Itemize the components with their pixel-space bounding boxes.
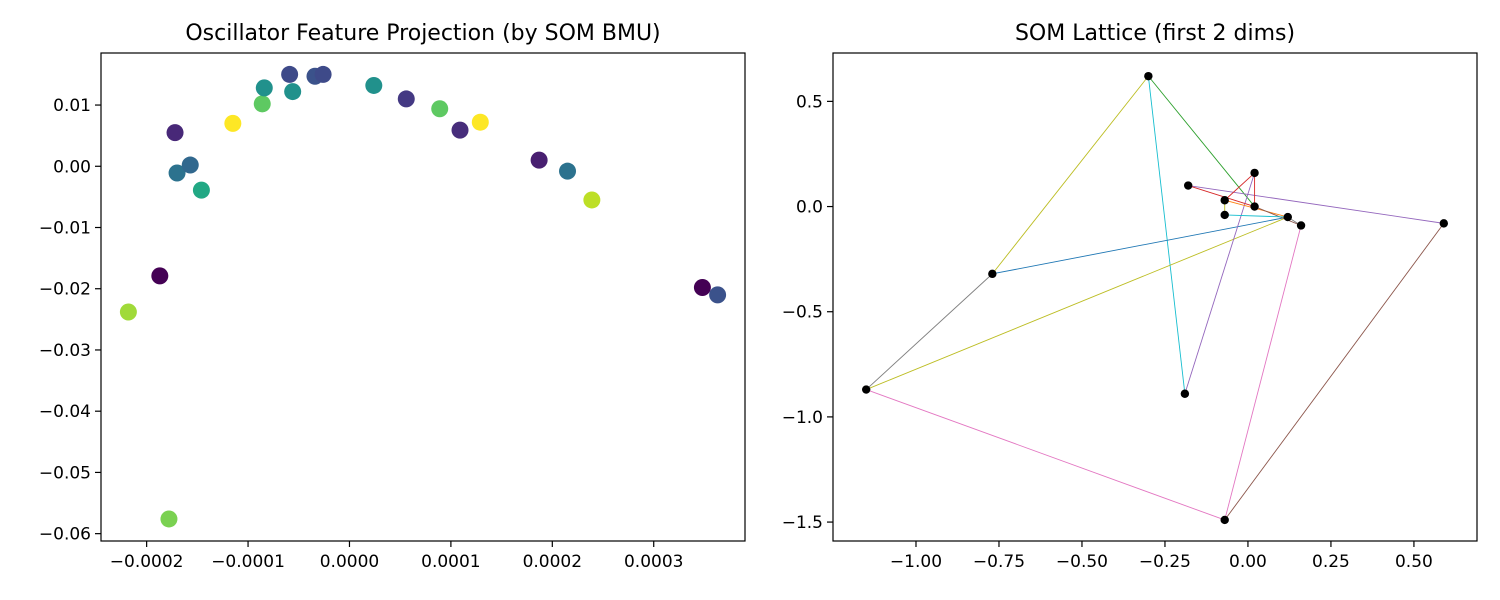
scatter-y-tick-label: 0.00 [53,157,91,177]
scatter-plot-frame [100,52,746,542]
lattice-node [1439,219,1449,228]
lattice-edge [1224,225,1302,521]
lattice-edge [866,389,1225,521]
lattice-x-tick-label: −0.50 [1056,552,1108,572]
lattice-title: SOM Lattice (first 2 dims) [1015,21,1295,46]
scatter-point [119,303,137,321]
lattice-edge [1224,214,1288,218]
lattice-node [1220,210,1229,220]
lattice-y-tick-label: −1.0 [782,408,823,428]
scatter-point [471,113,489,131]
lattice-edge [1184,172,1256,394]
lattice-nodes [861,71,1449,525]
scatter-point [314,65,332,83]
lattice-node [861,385,871,394]
lattice-y-tick-label: 0.5 [796,92,823,112]
lattice-edge [1254,206,1302,226]
lattice-node [988,269,997,279]
scatter-title: Oscillator Feature Projection (by SOM BM… [185,21,660,46]
lattice-edge [992,216,1288,275]
scatter-point [709,286,727,304]
lattice-node [1250,168,1259,178]
scatter-point [583,191,601,209]
scatter-point [451,121,469,139]
lattice-x-tick-label: 0.00 [1229,552,1267,572]
scatter-point [255,79,273,97]
scatter-y-tick-label: −0.01 [39,219,91,239]
scatter-panel: Oscillator Feature Projection (by SOM BM… [39,21,746,572]
lattice-y-tick-label: −0.5 [782,303,823,323]
lattice-edge [1188,185,1444,224]
scatter-point [397,90,415,108]
lattice-node [1283,212,1292,222]
scatter-x-tick-label: 0.0002 [523,552,582,572]
scatter-point [530,151,548,169]
lattice-panel: SOM Lattice (first 2 dims) −1.00 −0.75 −0.… [782,21,1478,572]
lattice-x-tick-label: −0.25 [1139,552,1191,572]
lattice-node [1180,389,1190,398]
scatter-point [192,181,210,199]
lattice-edge [1224,172,1255,201]
scatter-point [168,164,186,182]
scatter-y-tick-label: −0.02 [39,280,91,300]
scatter-x-tick-label: 0.0001 [421,552,480,572]
lattice-x-tick-label: −1.00 [890,552,942,572]
scatter-point [559,162,577,180]
scatter-x-tick-label: 0.0003 [624,552,683,572]
lattice-node [1183,181,1193,190]
scatter-x-tick-label: −0.0001 [211,552,285,572]
scatter-point [166,124,184,142]
scatter-point [151,267,169,285]
lattice-edge [1224,223,1445,521]
scatter-axes-ticks: −0.0002 −0.0001 0.0000 0.0001 0.0002 0.0003 0.… [39,96,684,572]
lattice-edge [1188,185,1255,207]
scatter-y-tick-label: −0.03 [39,341,91,361]
scatter-y-tick-label: −0.04 [39,402,91,422]
lattice-node [1220,196,1229,205]
scatter-point [281,65,299,83]
lattice-y-tick-label: 0.0 [796,198,823,218]
scatter-point [253,95,271,113]
scatter-point [284,83,302,101]
lattice-node [1220,515,1229,525]
scatter-point [224,114,242,132]
lattice-edge [1147,76,1186,394]
lattice-edge [865,273,993,390]
lattice-y-tick-label: −1.5 [782,513,823,533]
lattice-node [1296,221,1306,230]
lattice-x-tick-label: 0.25 [1312,552,1350,572]
lattice-edge [991,75,1149,275]
lattice-axes-ticks: −1.00 −0.75 −0.50 −0.25 0.00 0.25 0.50 0.5 0.0 −0… [782,92,1433,572]
lattice-x-tick-label: −0.75 [973,552,1025,572]
scatter-points [119,65,727,528]
scatter-x-tick-label: 0.0000 [320,552,379,572]
lattice-edge [866,216,1288,390]
lattice-x-tick-label: 0.50 [1395,552,1433,572]
scatter-point [160,510,178,528]
scatter-point [365,76,383,94]
scatter-point [693,279,711,297]
lattice-edges [865,75,1445,521]
lattice-edge [1148,75,1255,207]
scatter-y-tick-label: −0.06 [39,525,91,545]
scatter-x-tick-label: −0.0002 [110,552,184,572]
scatter-y-tick-label: −0.05 [39,463,91,483]
lattice-node [1250,202,1259,211]
scatter-point [181,156,199,174]
scatter-y-tick-label: 0.01 [53,96,91,116]
lattice-node [1144,71,1153,81]
lattice-plot-frame [832,52,1478,542]
scatter-point [431,100,449,118]
